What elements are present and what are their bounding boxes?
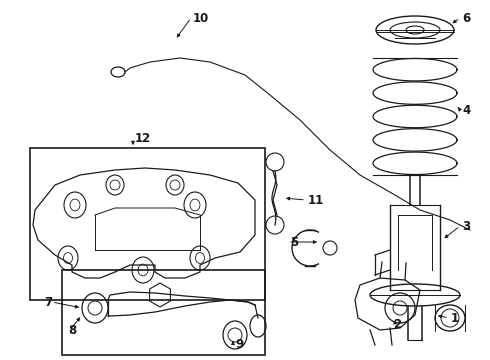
Bar bbox=[30, 148, 265, 300]
Text: 11: 11 bbox=[308, 194, 324, 207]
Text: 6: 6 bbox=[462, 12, 470, 24]
Text: 7: 7 bbox=[44, 296, 52, 309]
Text: 8: 8 bbox=[68, 324, 76, 337]
Text: 9: 9 bbox=[235, 338, 243, 351]
Text: 12: 12 bbox=[135, 131, 151, 144]
Bar bbox=[62, 270, 265, 355]
Text: 5: 5 bbox=[290, 235, 298, 248]
Text: 4: 4 bbox=[462, 104, 470, 117]
Text: 10: 10 bbox=[193, 12, 209, 24]
Text: 1: 1 bbox=[451, 311, 459, 324]
Text: 3: 3 bbox=[462, 220, 470, 233]
Text: 2: 2 bbox=[393, 319, 401, 332]
